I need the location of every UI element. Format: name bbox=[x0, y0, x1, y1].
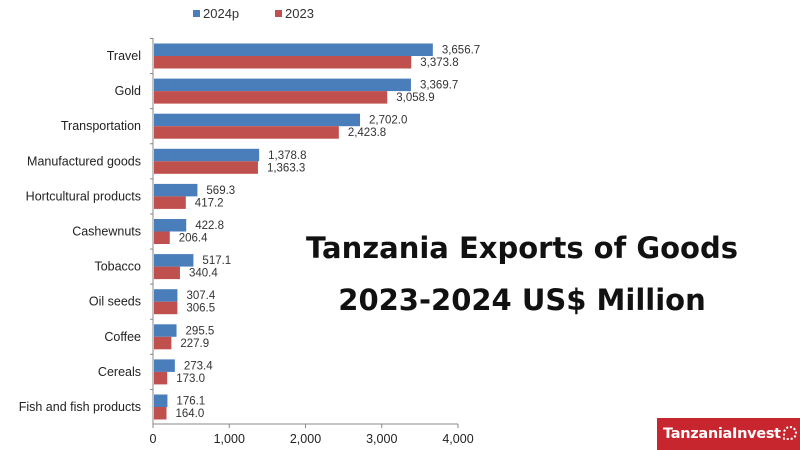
data-label-2024p: 307.4 bbox=[186, 290, 215, 302]
data-label-2023: 2,423.8 bbox=[348, 127, 386, 139]
data-label-2023: 3,058.9 bbox=[396, 92, 434, 104]
category-label: Cereals bbox=[98, 365, 141, 379]
x-tick-label: 0 bbox=[150, 432, 157, 446]
data-label-2024p: 517.1 bbox=[202, 255, 231, 267]
data-label-2024p: 2,702.0 bbox=[369, 115, 407, 127]
data-label-2024p: 3,369.7 bbox=[420, 80, 458, 92]
category-label: Cashewnuts bbox=[72, 225, 141, 239]
data-label-2023: 1,363.3 bbox=[267, 162, 305, 174]
data-label-2023: 173.0 bbox=[176, 373, 205, 385]
data-label-2024p: 3,656.7 bbox=[442, 45, 480, 57]
title-line-1: Tanzania Exports of Goods bbox=[306, 231, 738, 265]
legend-swatch-2023 bbox=[275, 10, 282, 17]
bar-2023 bbox=[154, 231, 170, 244]
data-label-2023: 340.4 bbox=[189, 268, 218, 280]
category-label: Hortcultural products bbox=[26, 189, 141, 203]
category-label: Tobacco bbox=[94, 260, 141, 274]
bar-2023 bbox=[154, 196, 186, 209]
bar-2024p bbox=[154, 359, 175, 372]
data-label-2023: 306.5 bbox=[186, 303, 215, 315]
data-label-2024p: 295.5 bbox=[186, 325, 215, 337]
bar-2023 bbox=[154, 91, 388, 104]
x-tick-label: 4,000 bbox=[442, 432, 473, 446]
data-label-2023: 227.9 bbox=[180, 338, 209, 350]
bar-2024p bbox=[154, 78, 411, 92]
data-label-2023: 417.2 bbox=[195, 197, 224, 209]
bar-2023 bbox=[154, 407, 167, 420]
data-label-2024p: 569.3 bbox=[206, 185, 235, 197]
chart-title: Tanzania Exports of Goods 2023-2024 US$ … bbox=[262, 222, 782, 326]
bar-2023 bbox=[154, 56, 412, 69]
bar-2023 bbox=[154, 126, 339, 139]
data-label-2023: 3,373.8 bbox=[420, 57, 458, 69]
bar-2023 bbox=[154, 266, 180, 280]
category-label: Transportation bbox=[61, 119, 141, 133]
x-tick-label: 1,000 bbox=[214, 432, 245, 446]
data-label-2024p: 1,378.8 bbox=[268, 150, 306, 162]
data-label-2023: 206.4 bbox=[179, 233, 208, 245]
legend-label-2024p: 2024p bbox=[203, 6, 239, 21]
bar-2024p bbox=[154, 183, 198, 197]
bar-2023 bbox=[154, 336, 172, 350]
category-label: Gold bbox=[115, 84, 141, 98]
data-label-2024p: 422.8 bbox=[195, 220, 224, 232]
legend-swatch-2024p bbox=[193, 10, 200, 17]
legend-label-2023: 2023 bbox=[285, 6, 314, 21]
bar-2024p bbox=[154, 113, 361, 127]
data-label-2024p: 273.4 bbox=[184, 360, 213, 372]
x-tick-label: 3,000 bbox=[366, 432, 397, 446]
bar-2024p bbox=[154, 289, 178, 302]
x-tick-label: 2,000 bbox=[290, 432, 321, 446]
data-label-2024p: 176.1 bbox=[176, 396, 205, 408]
logo-wave-icon bbox=[782, 426, 797, 440]
tanzaniainvest-logo: TanzaniaInvest bbox=[657, 418, 800, 450]
bar-2023 bbox=[154, 161, 258, 174]
data-label-2023: 164.0 bbox=[176, 408, 205, 420]
category-label: Travel bbox=[107, 49, 141, 63]
category-label: Fish and fish products bbox=[19, 400, 141, 414]
bar-2023 bbox=[154, 301, 178, 315]
category-label: Oil seeds bbox=[89, 295, 141, 309]
category-label: Manufactured goods bbox=[27, 154, 141, 168]
bar-2024p bbox=[154, 219, 187, 232]
bar-2024p bbox=[154, 394, 168, 407]
bar-2024p bbox=[154, 254, 194, 267]
bar-2024p bbox=[154, 43, 433, 56]
logo-text: TanzaniaInvest bbox=[663, 426, 781, 442]
bar-2024p bbox=[154, 324, 177, 337]
bar-2024p bbox=[154, 148, 260, 162]
bar-2023 bbox=[154, 371, 168, 385]
category-label: Coffee bbox=[104, 330, 141, 344]
title-line-2: 2023-2024 US$ Million bbox=[338, 283, 706, 317]
